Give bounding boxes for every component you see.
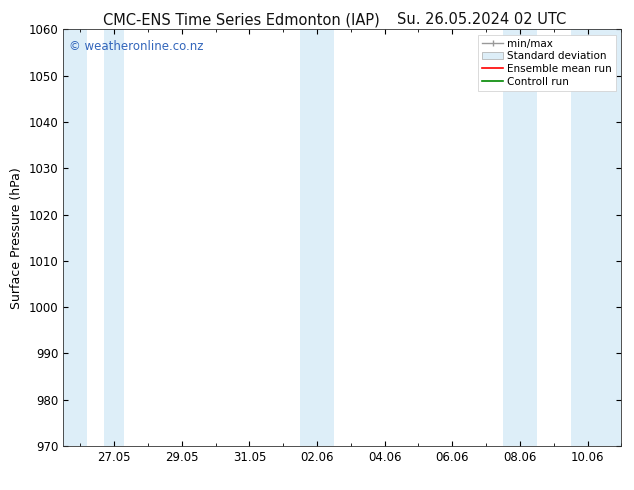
Y-axis label: Surface Pressure (hPa): Surface Pressure (hPa)	[10, 167, 23, 309]
Bar	[503, 29, 537, 446]
Text: CMC-ENS Time Series Edmonton (IAP): CMC-ENS Time Series Edmonton (IAP)	[103, 12, 379, 27]
Text: © weatheronline.co.nz: © weatheronline.co.nz	[69, 40, 204, 53]
Bar	[63, 29, 87, 446]
Text: Su. 26.05.2024 02 UTC: Su. 26.05.2024 02 UTC	[398, 12, 566, 27]
Bar	[104, 29, 124, 446]
Bar	[571, 29, 621, 446]
Legend: min/max, Standard deviation, Ensemble mean run, Controll run: min/max, Standard deviation, Ensemble me…	[478, 35, 616, 91]
Bar	[300, 29, 334, 446]
